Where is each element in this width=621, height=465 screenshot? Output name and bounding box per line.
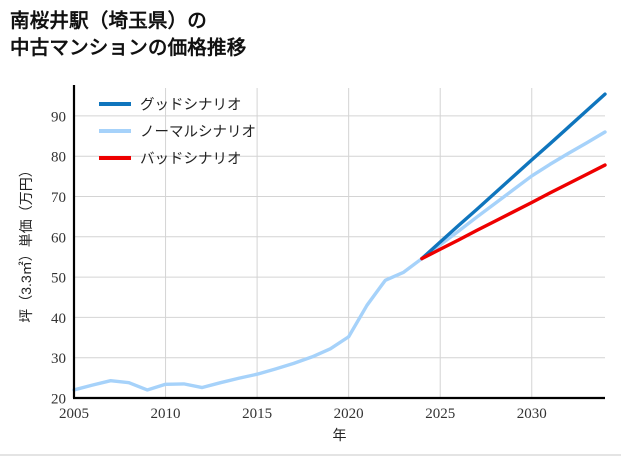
legend-label-good: グッドシナリオ: [140, 97, 242, 114]
x-axis-title: 年: [333, 427, 347, 443]
y-tick-label: 50: [51, 271, 66, 287]
y-tick-label: 40: [51, 311, 66, 327]
y-tick-label: 80: [51, 150, 66, 166]
y-axis-title: 坪（3.3㎡）単価（万円）: [18, 163, 34, 322]
x-tick-label: 2005: [59, 406, 89, 422]
gridlines: [74, 88, 605, 399]
x-tick-label: 2010: [151, 406, 181, 422]
x-tick-label: 2030: [517, 406, 547, 422]
x-tick-labels: 2005 2010 2015 2020 2025 2030: [59, 406, 547, 422]
series-line-bad: [420, 163, 607, 261]
legend-label-normal: ノーマルシナリオ: [140, 125, 256, 141]
x-tick-label: 2025: [425, 406, 455, 422]
y-tick-label: 70: [51, 190, 66, 206]
y-tick-label: 20: [51, 392, 66, 408]
y-tick-label: 60: [51, 230, 66, 246]
y-tick-labels: 20 30 40 50 60 70 80 90: [51, 109, 66, 407]
x-tick-label: 2015: [242, 406, 272, 422]
series-line-normal: [72, 130, 607, 392]
series-line-good: [420, 92, 607, 261]
page-title: 南桜井駅（埼玉県）の 中古マンションの価格推移: [10, 10, 247, 59]
axis-titles: 年 坪（3.3㎡）単価（万円）: [18, 163, 347, 443]
x-tick-label: 2020: [334, 406, 364, 422]
y-tick-label: 30: [51, 351, 66, 367]
legend-label-bad: バッドシナリオ: [140, 152, 242, 168]
y-tick-label: 90: [51, 109, 66, 125]
axis-lines: [72, 85, 605, 400]
series-group: [72, 92, 607, 392]
